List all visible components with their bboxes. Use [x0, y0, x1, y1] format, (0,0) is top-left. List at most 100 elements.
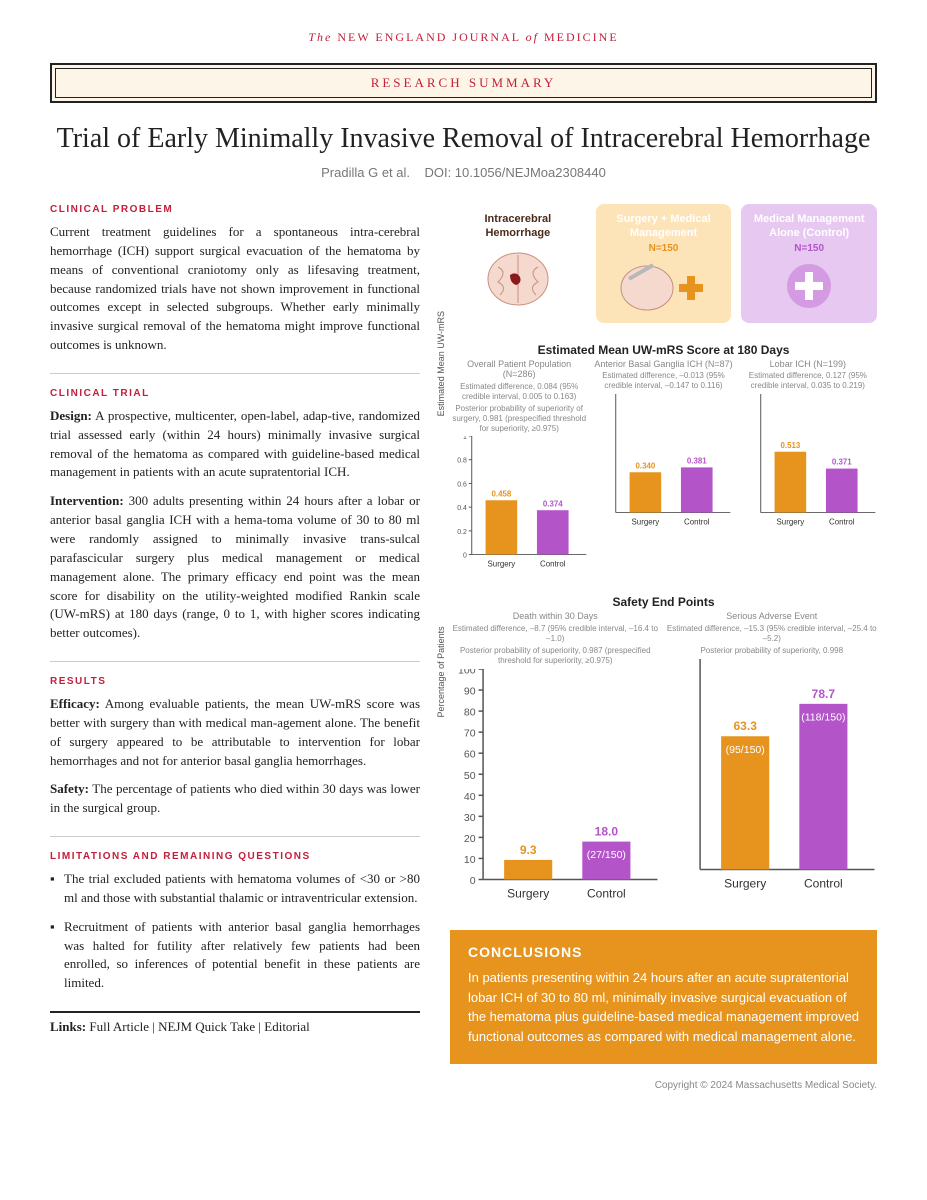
panel-note: Estimated difference, –0.013 (95% credib…: [594, 371, 732, 390]
svg-text:90: 90: [464, 685, 476, 697]
chart1-title: Estimated Mean UW-mRS Score at 180 Days: [450, 343, 877, 357]
panel-head: Serious Adverse Event: [667, 611, 878, 622]
right-column: Intracerebral Hemorrhage Surgery + Medic…: [450, 204, 877, 1064]
svg-text:Surgery: Surgery: [507, 886, 549, 900]
chart-panel: Lobar ICH (N=199)Estimated difference, 0…: [739, 359, 877, 580]
chart-panel: Overall Patient Population (N=286)Estima…: [450, 359, 588, 580]
chart2-ylabel: Percentage of Patients: [436, 626, 446, 717]
control-icon: [779, 260, 839, 312]
text-safety: Safety: The percentage of patients who d…: [50, 780, 420, 818]
svg-text:Control: Control: [540, 560, 566, 569]
head-trial: CLINICAL TRIAL: [50, 388, 420, 399]
svg-text:63.3: 63.3: [733, 719, 757, 733]
text-intervention: Intervention: 300 adults presenting with…: [50, 492, 420, 643]
svg-text:0.371: 0.371: [832, 457, 852, 466]
brain-icon: [478, 247, 558, 315]
head-results: RESULTS: [50, 676, 420, 687]
svg-text:0.513: 0.513: [780, 440, 800, 449]
panel-note: Posterior probability of superiority of …: [450, 404, 588, 433]
conclusions-text: In patients presenting within 24 hours a…: [468, 968, 859, 1046]
svg-text:(14/150): (14/150): [509, 830, 548, 842]
list-item: Recruitment of patients with anterior ba…: [64, 918, 420, 993]
chart-uwmrs: Estimated Mean UW-mRS Score at 180 Days …: [450, 343, 877, 580]
svg-text:70: 70: [464, 727, 476, 739]
copyright: Copyright © 2024 Massachusetts Medical S…: [50, 1080, 877, 1091]
svg-text:60: 60: [464, 748, 476, 760]
banner-label: RESEARCH SUMMARY: [55, 68, 872, 98]
svg-text:Surgery: Surgery: [724, 877, 766, 891]
panel-head: Overall Patient Population (N=286): [450, 359, 588, 381]
svg-text:(95/150): (95/150): [725, 744, 764, 756]
svg-text:30: 30: [464, 812, 476, 824]
card-surgery: Surgery + Medical Management N=150: [596, 204, 732, 323]
head-limits: LIMITATIONS AND REMAINING QUESTIONS: [50, 851, 420, 862]
panel-note: Estimated difference, –8.7 (95% credible…: [450, 624, 661, 643]
panel-note: Estimated difference, –15.3 (95% credibl…: [667, 624, 878, 643]
svg-text:78.7: 78.7: [811, 687, 835, 701]
bar-panel-svg: 01020304050607080901009.3(14/150)Surgery…: [450, 669, 661, 910]
conclusions-head: CONCLUSIONS: [468, 944, 859, 960]
link-full-article[interactable]: Full Article: [89, 1019, 149, 1034]
authors: Pradilla G et al.: [321, 165, 410, 180]
panel-note: Estimated difference, 0.084 (95% credibl…: [450, 382, 588, 401]
surgery-title: Surgery + Medical Management: [602, 212, 726, 241]
svg-text:0: 0: [470, 875, 476, 887]
card-row: Intracerebral Hemorrhage Surgery + Medic…: [450, 204, 877, 323]
svg-text:0.6: 0.6: [457, 482, 467, 489]
bar-panel-svg: 63.3 (95/150) Surgery 78.7 (118/150) Control: [667, 659, 878, 900]
limits-list: The trial excluded patients with hematom…: [50, 870, 420, 993]
svg-text:9.3: 9.3: [520, 843, 537, 857]
link-quick-take[interactable]: NEJM Quick Take: [158, 1019, 255, 1034]
bar-panel-svg: 00.20.40.60.810.458Surgery0.374Control: [450, 436, 588, 574]
brain-title: Intracerebral Hemorrhage: [456, 212, 580, 241]
svg-text:Control: Control: [804, 877, 843, 891]
svg-text:18.0: 18.0: [595, 824, 619, 838]
text-efficacy: Efficacy: Among evaluable patients, the …: [50, 695, 420, 770]
panel-head: Death within 30 Days: [450, 611, 661, 622]
surgery-icon: [609, 260, 719, 312]
text-design: Design: A prospective, multicenter, open…: [50, 407, 420, 482]
card-control: Medical Management Alone (Control) N=150: [741, 204, 877, 323]
surgery-n: N=150: [602, 243, 726, 254]
svg-text:Surgery: Surgery: [632, 517, 660, 526]
text-problem: Current treatment guidelines for a spont…: [50, 223, 420, 355]
page-title: Trial of Early Minimally Invasive Remova…: [50, 123, 877, 155]
links-row: Links: Full Article | NEJM Quick Take | …: [50, 1011, 420, 1035]
chart-panel: Serious Adverse Event Estimated differenc…: [667, 611, 878, 914]
svg-text:(27/150): (27/150): [587, 849, 626, 861]
svg-text:0.374: 0.374: [543, 499, 563, 508]
svg-text:(118/150): (118/150): [801, 711, 845, 723]
svg-text:50: 50: [464, 769, 476, 781]
svg-text:40: 40: [464, 790, 476, 802]
card-brain: Intracerebral Hemorrhage: [450, 204, 586, 323]
svg-text:100: 100: [458, 669, 476, 677]
svg-text:0.4: 0.4: [457, 505, 467, 512]
svg-text:Surgery: Surgery: [776, 517, 804, 526]
chart1-ylabel: Estimated Mean UW-mRS: [436, 311, 446, 416]
divider: [50, 373, 420, 374]
left-column: CLINICAL PROBLEM Current treatment guide…: [50, 204, 420, 1064]
chart2-title: Safety End Points: [450, 595, 877, 609]
svg-text:Surgery: Surgery: [488, 560, 516, 569]
svg-text:Control: Control: [587, 886, 626, 900]
journal-name: The NEW ENGLAND JOURNAL of MEDICINE: [50, 30, 877, 45]
svg-text:0.458: 0.458: [492, 489, 512, 498]
doi: DOI: 10.1056/NEJMoa2308440: [424, 165, 605, 180]
svg-text:0: 0: [463, 553, 467, 560]
svg-text:0.340: 0.340: [636, 461, 656, 470]
chart-panel: Death within 30 Days Estimated difference…: [450, 611, 661, 914]
divider: [50, 836, 420, 837]
svg-text:80: 80: [464, 706, 476, 718]
svg-text:Control: Control: [829, 517, 855, 526]
svg-text:10: 10: [464, 854, 476, 866]
control-title: Medical Management Alone (Control): [747, 212, 871, 241]
bar-panel-svg: 0.340Surgery0.381Control: [594, 394, 732, 532]
link-editorial[interactable]: Editorial: [264, 1019, 310, 1034]
conclusions-box: CONCLUSIONS In patients presenting withi…: [450, 930, 877, 1064]
byline: Pradilla G et al. DOI: 10.1056/NEJMoa230…: [50, 165, 877, 180]
panel-head: Anterior Basal Ganglia ICH (N=87): [594, 359, 732, 370]
bar-panel-svg: 0.513 Surgery 0.371 Control: [739, 394, 877, 532]
svg-text:1: 1: [463, 436, 467, 441]
list-item: The trial excluded patients with hematom…: [64, 870, 420, 908]
banner-box: RESEARCH SUMMARY: [50, 63, 877, 103]
